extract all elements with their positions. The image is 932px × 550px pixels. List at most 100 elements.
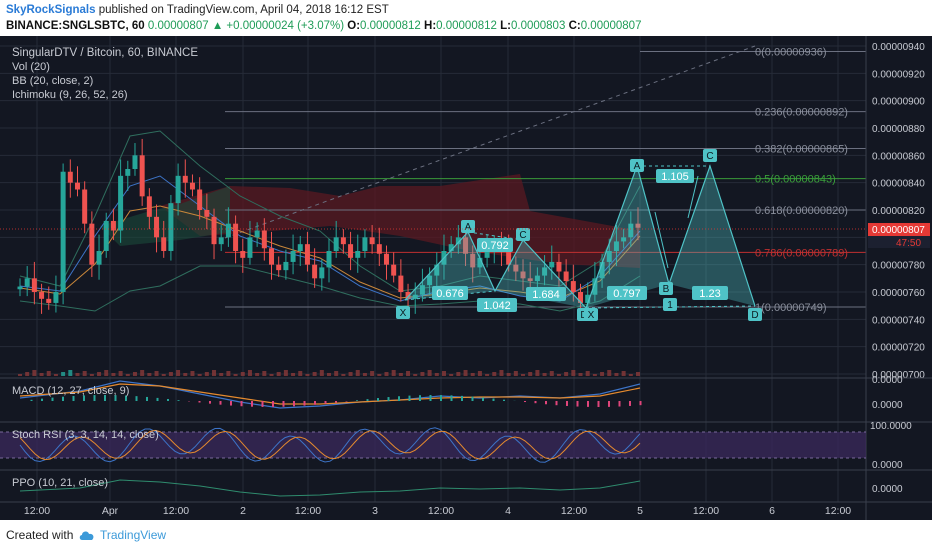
candle-body xyxy=(578,292,584,303)
candle-body xyxy=(218,237,224,245)
macd-hist-bar xyxy=(429,395,432,401)
macd-hist-bar xyxy=(482,397,484,401)
macd-hist-bar xyxy=(104,395,106,401)
macd-hist-bar xyxy=(408,395,411,401)
price-change: ▲ +0.00000024 (+3.07%) xyxy=(211,20,345,32)
price-axis-bg xyxy=(866,36,932,520)
volume-bar xyxy=(269,374,274,376)
volume-bar xyxy=(456,372,461,376)
candle-body xyxy=(31,278,37,292)
macd-hist-bar xyxy=(240,401,243,407)
volume-bar xyxy=(434,373,439,376)
low-value: 0.0000803 xyxy=(510,20,566,32)
candle-body xyxy=(168,203,174,251)
candle-body xyxy=(520,271,526,279)
volume-bar xyxy=(384,372,389,376)
macd-hist-bar xyxy=(282,401,285,407)
legend-vol: Vol (20) xyxy=(12,61,50,73)
candle-body xyxy=(175,175,181,204)
volume-bar xyxy=(219,373,224,376)
fib-level-label: 1(0.00000749) xyxy=(755,302,827,314)
macd-hist-bar xyxy=(608,401,610,407)
macd-hist-bar xyxy=(219,401,222,405)
time-axis[interactable]: 12:00 Apr 12:00 2 12:00 3 12:00 4 12:00 5 12:00 6 12… xyxy=(24,505,851,517)
volume-bar xyxy=(377,374,382,376)
price-tick-label: 0.00000880 xyxy=(872,124,925,135)
macd-signal xyxy=(19,383,641,405)
trend-line[interactable] xyxy=(224,45,756,239)
pattern-labels: X A C 0.676 0.792 1.042 1.684 D X A C B … xyxy=(396,149,762,321)
stoch-axis-top: 100.0000 xyxy=(870,421,912,432)
candle-body xyxy=(434,264,440,276)
candle-body xyxy=(161,237,167,251)
candle-body xyxy=(470,253,476,268)
volume-bar xyxy=(118,371,123,376)
macd-hist-bar xyxy=(461,395,463,401)
volume-bar xyxy=(506,373,511,376)
pattern2-bcd xyxy=(669,166,755,306)
candle-body xyxy=(348,244,354,258)
published-text: published on TradingView.com, April 04, … xyxy=(98,4,389,16)
candle-body xyxy=(398,275,404,292)
volume-bar xyxy=(247,370,252,376)
candle-body xyxy=(369,237,375,245)
candle-body xyxy=(455,237,461,245)
macd-hist-bar xyxy=(377,398,379,401)
volume-bar xyxy=(355,370,360,376)
fib-level-label: 0.5(0.00000843) xyxy=(755,174,836,186)
open-value: 0.00000812 xyxy=(360,20,421,32)
volume-bar xyxy=(183,373,188,376)
time-tick-label: 2 xyxy=(240,505,246,517)
bb-lower xyxy=(19,265,641,312)
p2-ratio-3: 1.23 xyxy=(699,288,720,300)
macd-hist-bar xyxy=(30,399,33,401)
macd-hist-bar xyxy=(366,399,369,401)
fib-retracement[interactable]: 0(0.00000936) 0.236(0.00000892) 0.382(0.00… xyxy=(225,46,866,314)
volume-bar xyxy=(197,374,202,376)
macd-hist-bar xyxy=(114,395,117,401)
volume-bar xyxy=(492,372,497,376)
chart-svg[interactable]: 0(0.00000936) 0.236(0.00000892) 0.382(0.00… xyxy=(0,36,932,520)
macd-hist-bar xyxy=(62,396,64,401)
volume-bar xyxy=(168,372,173,376)
volume-bar xyxy=(298,371,303,376)
tradingview-brand-link[interactable]: TradingView xyxy=(100,528,167,542)
macd-hist-bar xyxy=(398,396,400,401)
close-value: 0.00000807 xyxy=(580,20,642,32)
candle-body xyxy=(297,244,303,251)
fib-level-label: 0.618(0.00000820) xyxy=(755,205,848,217)
fib-level-label: 0.786(0.00000789) xyxy=(755,247,848,259)
volume-bar xyxy=(499,370,504,376)
price-tick-label: 0.00000900 xyxy=(872,97,925,108)
created-with: Created with xyxy=(6,528,74,542)
macd-hist-bar xyxy=(566,401,568,406)
p2-ratio-2: 1.105 xyxy=(661,171,689,183)
macd-hist-bar xyxy=(72,395,75,401)
legend: SingularDTV / Bitcoin, 60, BINANCE Vol (… xyxy=(12,47,198,101)
macd-hist-bar xyxy=(576,401,579,407)
volume-bar xyxy=(485,374,490,376)
candle-body xyxy=(60,171,66,292)
chart-area[interactable]: 0(0.00000936) 0.236(0.00000892) 0.382(0.00… xyxy=(0,36,932,520)
volume-bar xyxy=(89,374,94,376)
stoch-pane: Stoch RSI (3, 3, 14, 14, close) 100.0000… xyxy=(0,421,912,471)
macd-hist-bar xyxy=(93,395,96,401)
volume-bar xyxy=(477,371,482,376)
candle-body xyxy=(463,237,469,254)
volume-bar xyxy=(413,374,418,376)
candle-body xyxy=(118,175,124,231)
macd-hist-bar xyxy=(261,401,264,407)
author-link[interactable]: SkyRockSignals xyxy=(6,4,96,16)
volume-bar xyxy=(82,371,87,376)
volume-bar xyxy=(362,373,367,376)
candle-body xyxy=(261,230,267,249)
price-tick-label: 0.00000940 xyxy=(872,42,925,53)
macd-hist-bar xyxy=(450,395,453,401)
candle-body xyxy=(527,278,533,282)
macd-hist-bar xyxy=(198,401,201,403)
header-row-1: SkyRockSignals published on TradingView.… xyxy=(6,4,389,16)
ppo-pane: PPO (10, 21, close) 0.0000 xyxy=(12,477,903,497)
time-tick-label: 6 xyxy=(769,505,775,517)
candle-body xyxy=(132,155,138,169)
volume-bar xyxy=(125,374,130,376)
